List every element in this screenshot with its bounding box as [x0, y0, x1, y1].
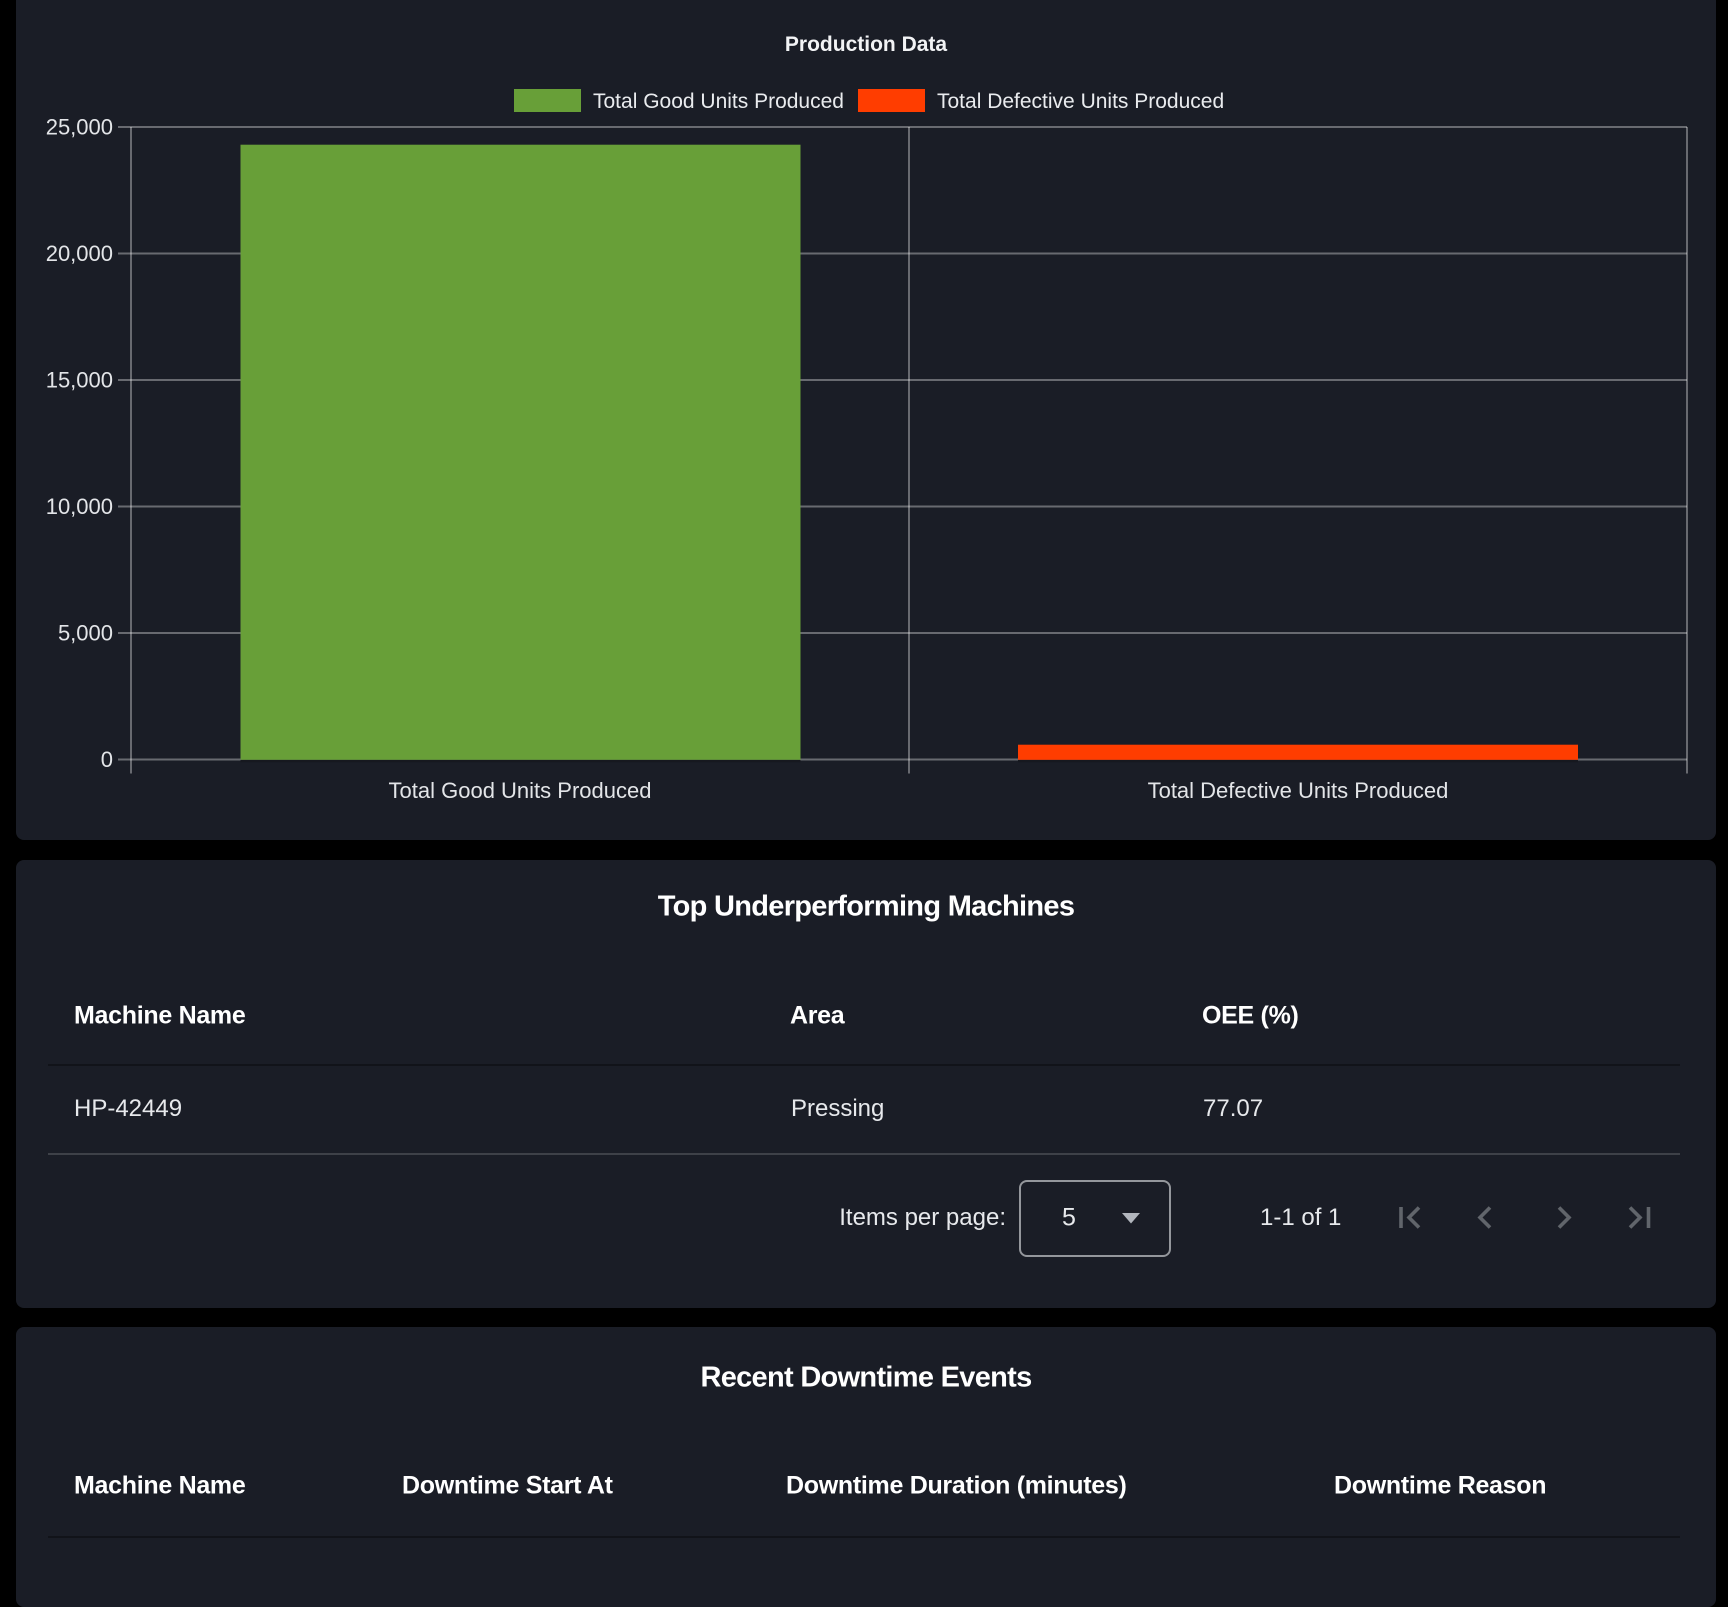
- svg-text:Total Defective Units Produced: Total Defective Units Produced: [937, 90, 1224, 113]
- svg-text:Total Good Units Produced: Total Good Units Produced: [389, 778, 652, 803]
- svg-text:Production Data: Production Data: [785, 33, 947, 56]
- svg-text:10,000: 10,000: [46, 494, 113, 519]
- svg-text:Total Good Units Produced: Total Good Units Produced: [593, 90, 844, 113]
- svg-text:Total Defective Units Produced: Total Defective Units Produced: [1148, 778, 1449, 803]
- svg-text:5,000: 5,000: [58, 620, 113, 645]
- svg-text:20,000: 20,000: [46, 241, 113, 266]
- svg-text:0: 0: [101, 747, 113, 772]
- svg-text:25,000: 25,000: [46, 114, 113, 139]
- svg-text:15,000: 15,000: [46, 367, 113, 392]
